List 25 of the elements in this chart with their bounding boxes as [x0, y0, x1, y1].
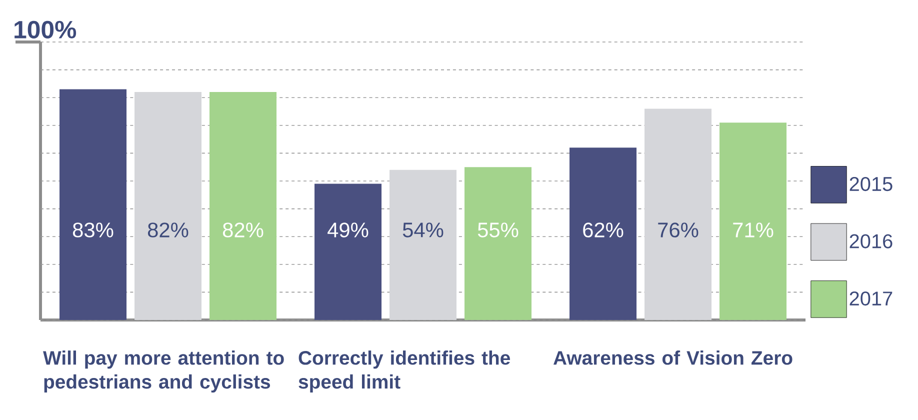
bar	[464, 167, 532, 320]
legend-label: 2015	[850, 176, 892, 192]
data-label: 62%	[583, 222, 624, 238]
data-label: 76%	[658, 222, 698, 238]
bar	[720, 122, 787, 320]
bar	[570, 148, 637, 320]
bar	[60, 89, 127, 320]
legend-label: 2016	[850, 234, 892, 248]
data-label: 83%	[72, 222, 114, 238]
bar	[390, 170, 457, 320]
legend-label: 2017	[850, 291, 892, 306]
data-label: 54%	[402, 222, 444, 238]
data-label: 71%	[733, 222, 774, 238]
data-label: 82%	[222, 222, 264, 238]
data-label: 49%	[328, 222, 368, 238]
x-tick-label: Awareness of Vision Zero	[553, 350, 792, 365]
bar	[314, 184, 382, 320]
y-tick-label: 100%	[14, 20, 76, 38]
bar	[644, 108, 712, 320]
data-label: 82%	[148, 222, 188, 238]
bar	[210, 92, 277, 320]
x-tick-label: Correctly identifies the speed limit	[298, 350, 510, 393]
x-tick-label: Will pay more attention to pedestrians and cyclists	[43, 350, 284, 393]
data-label: 55%	[478, 222, 518, 238]
bar	[134, 92, 202, 320]
